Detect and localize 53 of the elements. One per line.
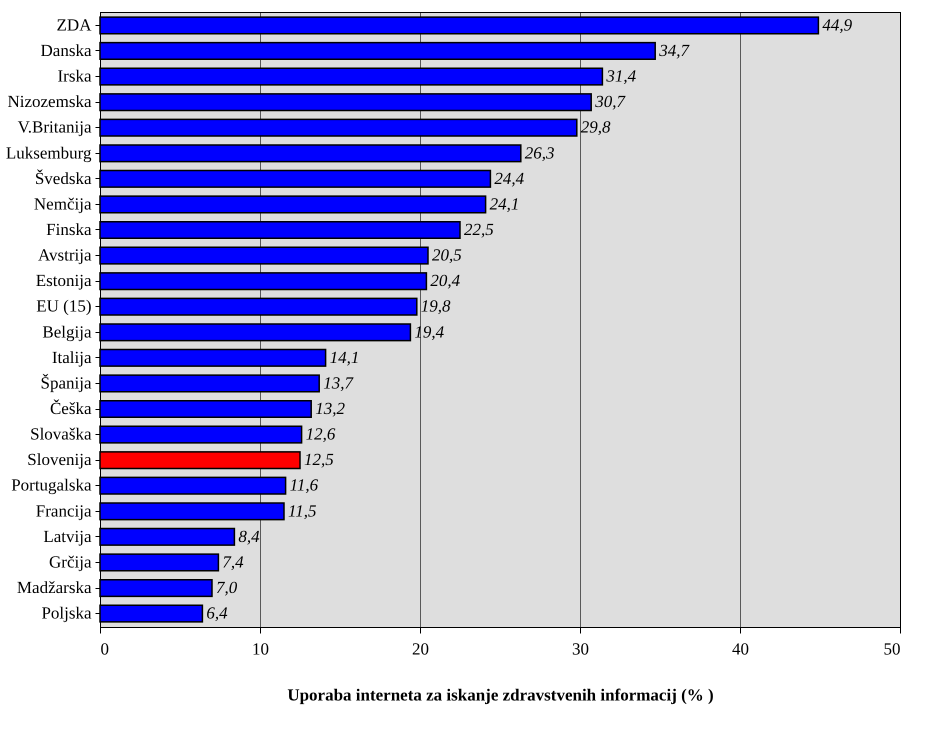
data-label: 26,3 [524, 143, 555, 162]
data-label: 8,4 [238, 526, 260, 546]
data-label: 13,7 [323, 373, 354, 392]
y-tick-label: EU (15) [36, 296, 92, 316]
x-tick-label: 10 [252, 640, 269, 658]
y-tick-label: Češka [50, 399, 92, 418]
y-tick-label: Španija [40, 373, 92, 392]
x-tick-label: 50 [884, 640, 900, 658]
data-label: 24,4 [494, 168, 525, 188]
data-label: 22,5 [464, 220, 494, 239]
y-tick-label: Poljska [41, 604, 92, 623]
data-label: 31,4 [605, 66, 637, 86]
y-tick-label: Francija [36, 501, 92, 520]
y-tick-label: ZDA [56, 15, 92, 34]
y-tick-label: Belgija [42, 322, 92, 342]
data-label: 14,1 [330, 348, 360, 367]
y-tick-label: Avstrija [38, 246, 92, 265]
y-tick-label: Madžarska [16, 578, 92, 598]
y-tick-label: Irska [58, 66, 92, 86]
y-tick-label: Danska [40, 40, 92, 60]
y-tick-label: Portugalska [11, 476, 92, 495]
data-label: 44,9 [822, 15, 853, 34]
data-label: 7,0 [216, 578, 238, 598]
y-tick-label: V.Britanija [18, 118, 92, 137]
x-tick-label: 30 [572, 640, 589, 658]
data-label: 24,1 [490, 194, 520, 214]
y-tick-label: Luksemburg [6, 143, 92, 162]
y-tick-label: Finska [46, 220, 92, 239]
y-tick-label: Nizozemska [7, 92, 92, 112]
x-tick-label: 20 [412, 640, 429, 658]
y-tick-label: Slovaška [30, 424, 92, 444]
data-label: 30,7 [594, 92, 626, 112]
y-tick-label: Italija [52, 348, 92, 367]
data-label: 6,4 [206, 604, 228, 623]
x-axis-title: Uporaba interneta za iskanje zdravstvenih informacij (% ) [287, 686, 714, 704]
x-tick-label: 0 [100, 640, 109, 658]
data-label: 20,5 [432, 246, 462, 265]
data-label: 11,5 [288, 501, 316, 520]
y-tick-label: Slovenija [27, 450, 92, 470]
data-label: 19,8 [420, 296, 452, 316]
x-tick-label: 40 [732, 640, 749, 658]
data-label: 34,7 [658, 40, 690, 60]
y-tick-label: Nemčija [34, 194, 92, 214]
y-tick-label: Švedska [34, 168, 92, 188]
data-label: 12,6 [306, 424, 336, 444]
y-tick-label: Grčija [49, 552, 92, 572]
y-tick-label: Estonija [36, 271, 92, 290]
data-label: 11,6 [290, 476, 319, 495]
data-label: 7,4 [222, 552, 244, 572]
data-label: 20,4 [430, 271, 461, 290]
data-label: 13,2 [315, 399, 346, 418]
y-tick-label: Latvija [43, 526, 92, 546]
data-label: 12,5 [304, 450, 334, 470]
